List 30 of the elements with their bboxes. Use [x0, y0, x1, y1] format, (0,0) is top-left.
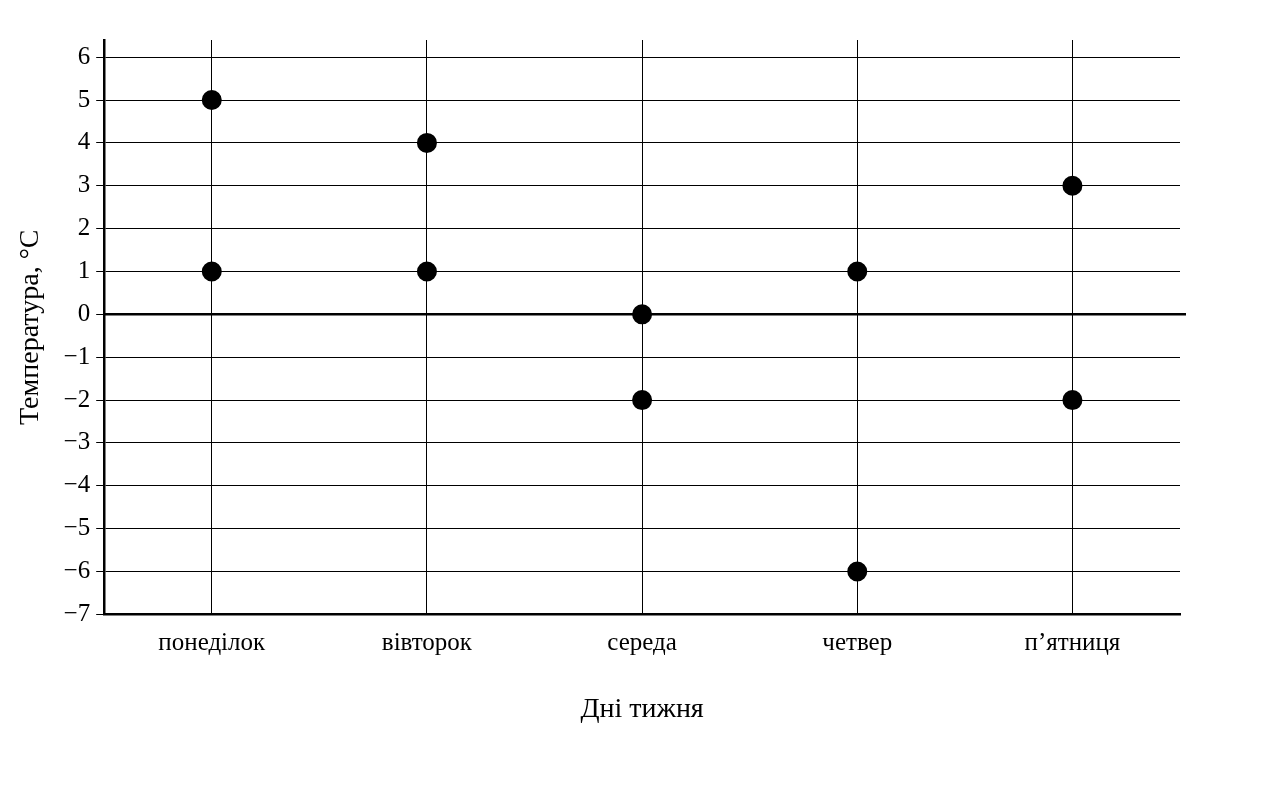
x-tick-label: четвер — [822, 627, 893, 655]
point — [1062, 175, 1083, 196]
y-tick-label: 6 — [77, 41, 91, 69]
point — [632, 390, 653, 411]
point — [416, 132, 437, 153]
y-tick-label: 5 — [77, 84, 91, 112]
x-tick-label: середа — [607, 627, 677, 655]
y-tick-label: −7 — [63, 598, 91, 626]
x-tick-label: п’ятниця — [1024, 627, 1121, 655]
y-tick-label: 3 — [77, 170, 91, 198]
y-tick-label: 2 — [77, 213, 91, 241]
point — [201, 261, 222, 282]
x-axis-title: Дні тижня — [580, 691, 704, 723]
point — [416, 261, 437, 282]
y-tick-label: 1 — [77, 256, 91, 284]
point — [847, 261, 868, 282]
y-tick-label: −1 — [63, 341, 91, 369]
y-tick-label: −4 — [63, 470, 91, 498]
x-tick-label: понеділок — [158, 627, 267, 655]
point — [847, 561, 868, 582]
y-tick-label: 4 — [77, 127, 91, 155]
y-tick-label: −5 — [63, 513, 91, 541]
point — [201, 90, 222, 111]
x-tick-label: вівторок — [381, 627, 473, 655]
y-axis-title: Температура, °С — [13, 229, 45, 425]
y-tick-label: −6 — [63, 556, 91, 584]
y-tick-label: 0 — [77, 298, 91, 326]
y-tick-label: −3 — [63, 427, 91, 455]
y-tick-label: −2 — [63, 384, 91, 412]
point — [1062, 390, 1083, 411]
